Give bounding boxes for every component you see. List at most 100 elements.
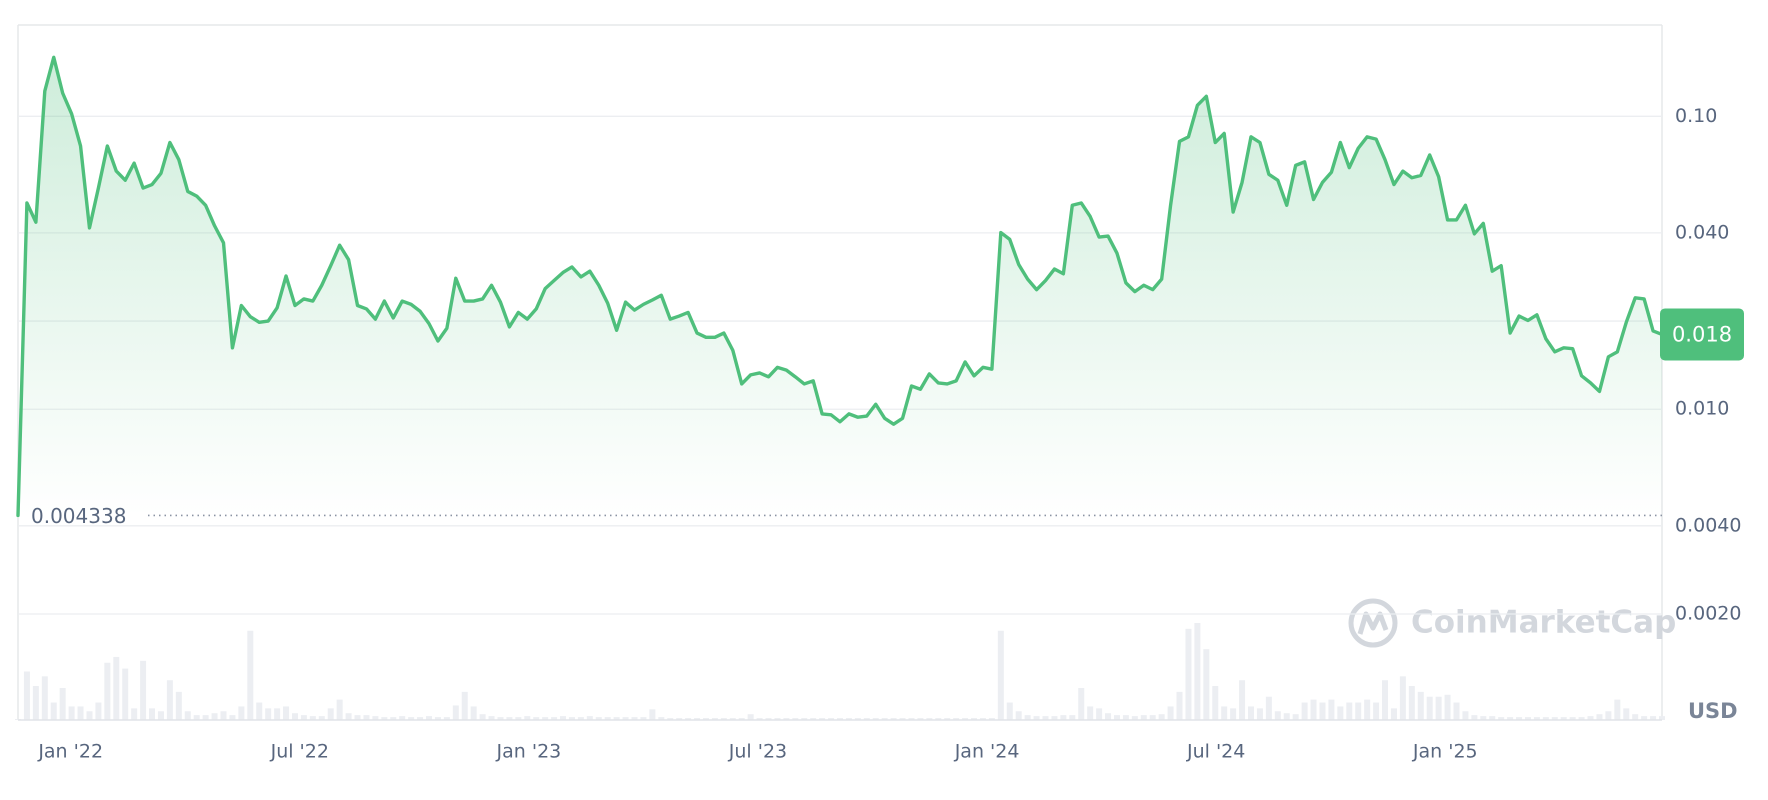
volume-bar [417, 717, 424, 720]
y-tick-label: 0.0020 [1675, 602, 1741, 624]
volume-bar [1140, 715, 1147, 720]
volume-bar [149, 708, 156, 720]
volume-bar [265, 708, 272, 720]
volume-bar [1006, 702, 1013, 720]
volume-bar [166, 680, 173, 720]
volume-bar [979, 718, 986, 720]
volume-bar [997, 630, 1004, 720]
volume-bar [756, 718, 763, 720]
volume-bar [1221, 706, 1228, 720]
volume-bar [1364, 699, 1371, 720]
volume-bar [363, 715, 370, 720]
volume-bar [408, 717, 415, 720]
volume-bar [434, 717, 441, 720]
volume-bar [488, 716, 495, 720]
volume-bar [747, 714, 754, 720]
low-marker-label: 0.004338 [31, 504, 126, 528]
volume-bar [193, 715, 200, 720]
volume-bar [1319, 702, 1326, 720]
volume-bar [1426, 696, 1433, 720]
volume-bar [1614, 699, 1621, 720]
volume-bar [568, 717, 575, 720]
volume-bar [1417, 691, 1424, 720]
volume-bar [1167, 706, 1174, 720]
volume-bar [283, 706, 290, 720]
volume-bar [1435, 696, 1442, 720]
volume-bar [667, 718, 674, 720]
volume-bar [872, 718, 879, 720]
volume-bar [77, 706, 84, 720]
volume-bar [577, 717, 584, 720]
volume-bar [1248, 706, 1254, 720]
volume-bar [1194, 623, 1201, 720]
volume-bar [783, 718, 790, 720]
volume-bar [1507, 717, 1514, 720]
volume-bar [122, 668, 129, 720]
volume-bar [828, 718, 835, 720]
volume-bar [1113, 715, 1120, 720]
volume-bar [1560, 717, 1567, 720]
volume-bar [1659, 716, 1665, 720]
volume-bar [291, 713, 298, 720]
volume-bar [551, 717, 558, 720]
volume-bar [399, 716, 406, 720]
volume-bar [1096, 708, 1103, 720]
volume-bar [1274, 711, 1281, 720]
x-tick-label: Jul '23 [728, 741, 787, 763]
volume-bar [1355, 702, 1362, 720]
currency-label: USD [1688, 699, 1738, 723]
volume-bar [1060, 715, 1067, 720]
area-fill [18, 57, 1662, 516]
volume-bar [1301, 702, 1308, 720]
volume-bar [801, 718, 808, 720]
volume-bar [1230, 708, 1237, 720]
volume-bar [1033, 716, 1040, 720]
volume-bar [50, 702, 57, 720]
volume-bar [318, 716, 325, 720]
volume-bar [59, 687, 66, 720]
watermark: CoinMarketCap [1348, 598, 1676, 648]
volume-bar [926, 718, 933, 720]
volume-bar [1524, 717, 1531, 720]
volume-bar [729, 718, 736, 720]
volume-bar [935, 718, 942, 720]
volume-bar [1533, 717, 1540, 720]
volume-bar [1283, 713, 1290, 720]
volume-bar [95, 702, 102, 720]
volume-bar [837, 718, 843, 720]
y-tick-label: 0.010 [1675, 398, 1729, 420]
volume-bar [390, 717, 397, 720]
watermark-logo-m [1357, 611, 1389, 635]
current-price-label: 0.018 [1672, 322, 1732, 346]
volume-bar [676, 718, 683, 720]
x-tick-label: Jan '23 [496, 741, 562, 763]
volume-bar [515, 717, 522, 720]
volume-bar [1596, 714, 1603, 720]
volume-bar [131, 708, 138, 720]
volume-bar [1480, 716, 1487, 720]
volume-bar [1453, 702, 1460, 720]
volume-bar [354, 715, 361, 720]
volume-bar [274, 708, 281, 720]
volume-bar [1158, 714, 1165, 720]
volume-bar [1239, 680, 1246, 720]
volume-bar [1069, 715, 1076, 720]
volume-bar [899, 718, 906, 720]
volume-bar [1587, 716, 1594, 720]
volume-bar [1203, 649, 1210, 720]
volume-bar [1265, 696, 1272, 720]
volume-bar [140, 660, 147, 720]
volume-bar [1310, 699, 1317, 720]
volume-bar [586, 716, 593, 720]
volume-bar [452, 705, 459, 720]
volume-bar [41, 676, 48, 720]
volume-bar [256, 702, 263, 720]
volume-bar [443, 717, 450, 720]
volume-bar [1542, 717, 1549, 720]
volume-bar [685, 718, 692, 720]
y-tick-label: 0.10 [1675, 105, 1717, 127]
x-tick-label: Jul '22 [270, 741, 329, 763]
volume-bar [881, 718, 888, 720]
volume-bar [184, 711, 191, 720]
